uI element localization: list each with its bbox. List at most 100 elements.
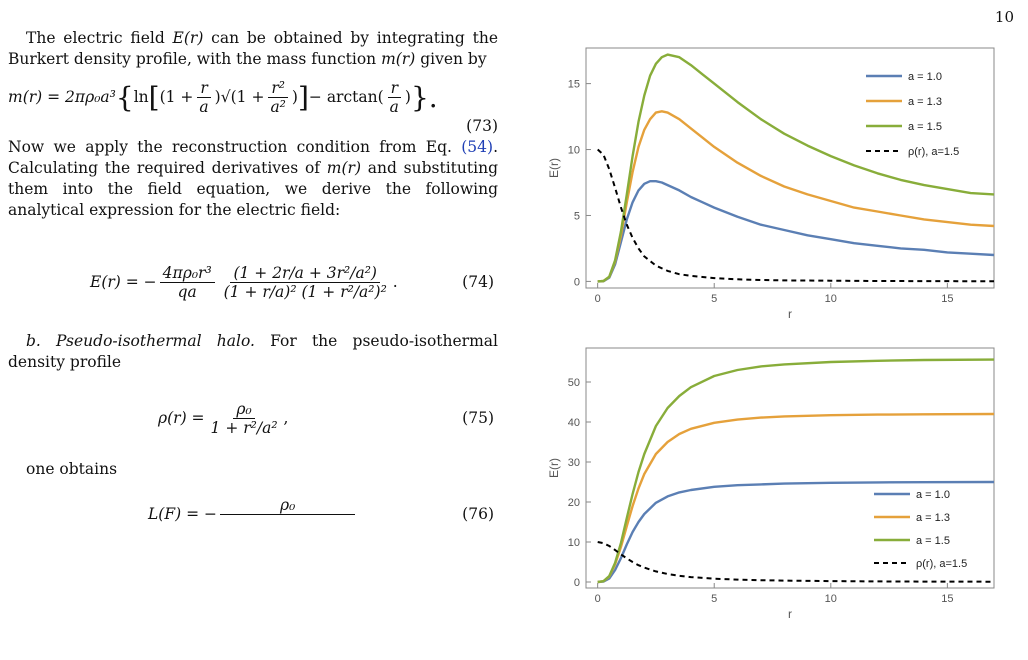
eq75-lhs: ρ(r) = xyxy=(158,408,205,427)
y-tick-label: 20 xyxy=(568,497,580,509)
equation-number-74: (74) xyxy=(462,272,494,291)
fraction-denominator: 1 + r²/a² xyxy=(210,418,278,437)
fraction-numerator: (1 + 2r/a + 3r²/a²) xyxy=(230,264,380,283)
x-tick-label: 15 xyxy=(941,293,953,305)
figure-electric-field: 0 5 10 15 0 5 10 15 r E(r) a = 1.0 a = 1.3 a = 1.5 ρ(… xyxy=(540,40,1000,638)
equation-number-73: (73) xyxy=(466,117,498,135)
equation-number-76: (76) xyxy=(462,504,494,523)
text-segment: Now we apply the reconstruction conditio… xyxy=(8,138,462,156)
text-column: The electric field E(r) can be obtained … xyxy=(8,28,498,534)
fraction-numerator: ρ₀ xyxy=(219,496,356,515)
math-inline: E(r) xyxy=(172,29,204,47)
legend-label: ρ(r), a=1.5 xyxy=(916,558,967,570)
x-tick-label: 5 xyxy=(711,593,717,605)
text-segment: given by xyxy=(415,50,487,68)
eq74-lhs: E(r) = − xyxy=(90,272,157,291)
eq74-fraction-prefactor: 4πρ₀r³ qa xyxy=(159,264,215,301)
series-line-3 xyxy=(597,148,995,283)
x-axis-label: r xyxy=(788,307,792,321)
paragraph-pseudo-isothermal: b. Pseudo-isothermal halo. For the pseud… xyxy=(8,331,498,373)
series-line-0 xyxy=(597,480,995,584)
fraction-denominator: a² xyxy=(270,97,286,116)
eq73-fraction-r2-a2: r² a² xyxy=(267,79,288,116)
y-tick-label: 40 xyxy=(568,417,580,429)
fraction-numerator: r xyxy=(387,79,401,98)
text-segment: . Calculating the required derivatives o… xyxy=(8,138,498,177)
fraction-denominator: a xyxy=(199,97,209,116)
text-segment: The electric field xyxy=(26,29,173,47)
eq75-end: , xyxy=(283,408,289,427)
x-tick-label: 0 xyxy=(595,293,601,305)
paragraph-intro: The electric field E(r) can be obtained … xyxy=(8,28,498,70)
eq73-bracket-open: [ xyxy=(148,80,160,114)
eq73-sqrt: √(1 + xyxy=(220,87,265,106)
eq73-ln: ln xyxy=(133,87,149,106)
x-tick-label: 15 xyxy=(941,593,953,605)
fraction-denominator: (1 + r/a)² (1 + r²/a²)² xyxy=(223,282,387,301)
eq75-fraction: ρ₀ 1 + r²/a² xyxy=(208,400,281,437)
x-tick-label: 0 xyxy=(595,593,601,605)
x-tick-label: 10 xyxy=(825,293,837,305)
text-segment: can be obtained by integrating the Burke… xyxy=(8,29,498,68)
fraction-numerator: 4πρ₀r³ xyxy=(159,264,215,283)
equation-reference-link[interactable]: (54) xyxy=(461,138,494,156)
math-inline: m(r) xyxy=(326,159,361,177)
text-segment: and substituting them into the field equ… xyxy=(8,159,498,219)
series-line-3 xyxy=(597,541,995,583)
equation-number-75: (75) xyxy=(462,408,494,427)
fraction-numerator: r xyxy=(197,79,211,98)
eq73-arctan: − arctan xyxy=(308,87,378,106)
y-tick-label: 0 xyxy=(574,577,580,589)
legend-label: a = 1.5 xyxy=(916,535,950,547)
eq73-term1-close: ) xyxy=(214,87,221,106)
plot-frame xyxy=(585,47,995,289)
eq76-lhs: L(F) = − xyxy=(148,504,217,523)
page-number: 10 xyxy=(994,8,1014,26)
chart-pseudo-isothermal-electric-field: 0 5 10 15 0 10 20 30 40 50 r E(r) a = 1.0 a = 1.3 a = … xyxy=(547,347,995,621)
fraction-numerator: ρ₀ xyxy=(233,400,255,419)
fraction-denominator: a xyxy=(389,97,399,116)
eq73-term1-open: (1 + xyxy=(159,87,194,106)
y-tick-label: 15 xyxy=(568,79,580,91)
eq73-brace-close: }. xyxy=(410,80,438,114)
eq73-sqrt-close: ) xyxy=(291,87,298,106)
series-line-2 xyxy=(597,358,995,584)
y-axis-label: E(r) xyxy=(547,158,561,178)
math-inline: m(r) xyxy=(381,50,416,68)
plot-frame xyxy=(585,347,995,589)
legend-label: a = 1.5 xyxy=(908,121,942,133)
eq73-brace-open: { xyxy=(115,80,134,114)
legend-label: ρ(r), a=1.5 xyxy=(908,146,959,158)
x-tick-label: 10 xyxy=(825,593,837,605)
fraction-numerator: r² xyxy=(268,79,288,98)
section-label: b. Pseudo-isothermal halo. xyxy=(26,332,255,350)
paragraph-one-obtains: one obtains xyxy=(26,460,118,478)
chart-burkert-electric-field: 0 5 10 15 0 5 10 15 r E(r) a = 1.0 a = 1.3 a = 1.5 ρ(… xyxy=(547,47,995,321)
equation-75: ρ(r) = ρ₀ 1 + r²/a² , (75) xyxy=(8,387,498,449)
fraction-denominator: qa xyxy=(177,282,197,301)
y-tick-label: 10 xyxy=(568,145,580,157)
text-segment: For the pseudo-isothermal density profil… xyxy=(8,332,498,371)
eq73-lhs: m(r) = 2πρ₀a³ xyxy=(8,87,116,106)
legend-label: a = 1.0 xyxy=(916,489,950,501)
eq73-atan-open: ( xyxy=(377,87,384,106)
y-tick-label: 50 xyxy=(568,377,580,389)
series-line-0 xyxy=(597,179,995,283)
equation-74: E(r) = − 4πρ₀r³ qa (1 + 2r/a + 3r²/a²) (1 … xyxy=(8,243,498,321)
eq73-atan-close: ) xyxy=(404,87,411,106)
y-tick-label: 5 xyxy=(574,210,580,222)
legend-label: a = 1.0 xyxy=(908,71,942,83)
eq76-fraction: ρ₀ xyxy=(219,496,356,515)
equation-76: L(F) = − ρ₀ (76) xyxy=(8,494,498,534)
y-axis-label: E(r) xyxy=(547,458,561,478)
eq73-bracket-close: ] xyxy=(297,80,309,114)
eq74-end: . xyxy=(392,272,398,291)
x-tick-label: 5 xyxy=(711,293,717,305)
x-axis-label: r xyxy=(788,607,792,621)
y-tick-label: 30 xyxy=(568,457,580,469)
legend-label: a = 1.3 xyxy=(908,96,942,108)
y-tick-label: 10 xyxy=(568,537,580,549)
